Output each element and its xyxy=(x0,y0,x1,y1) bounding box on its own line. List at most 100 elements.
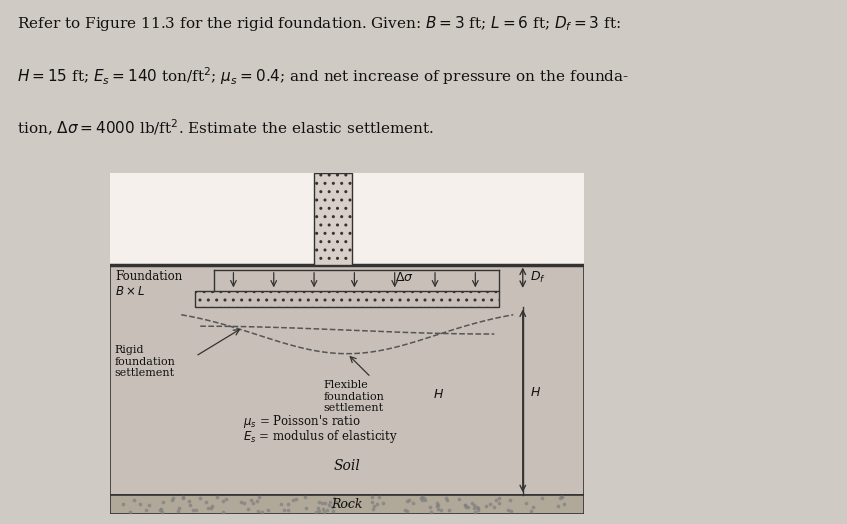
Point xyxy=(377,499,390,507)
Point xyxy=(216,508,230,516)
Point xyxy=(329,498,343,506)
Point xyxy=(282,505,296,514)
Point xyxy=(458,500,472,509)
Point xyxy=(431,500,445,509)
Point xyxy=(127,496,141,505)
Text: Rock: Rock xyxy=(331,498,363,511)
Point xyxy=(534,494,548,502)
Point xyxy=(165,496,179,505)
Text: $\Delta\sigma$: $\Delta\sigma$ xyxy=(395,271,413,284)
Point xyxy=(470,503,484,511)
Point xyxy=(398,506,412,515)
Point xyxy=(325,503,339,511)
Bar xyxy=(314,173,352,265)
Point xyxy=(316,505,329,514)
Text: Soil: Soil xyxy=(334,460,361,473)
Text: $D_f$: $D_f$ xyxy=(530,270,545,285)
Point xyxy=(430,501,444,510)
Point xyxy=(140,506,153,514)
Point xyxy=(461,503,474,511)
Point xyxy=(312,506,325,515)
Point xyxy=(290,495,303,504)
Point xyxy=(237,499,251,508)
Point xyxy=(415,496,429,504)
Point xyxy=(368,502,381,510)
Text: Rigid
foundation
settlement: Rigid foundation settlement xyxy=(115,345,175,378)
Point xyxy=(488,503,501,511)
Point xyxy=(142,500,156,509)
Point xyxy=(519,499,533,507)
Point xyxy=(167,494,180,502)
Point xyxy=(255,507,268,516)
Point xyxy=(252,493,266,501)
Point xyxy=(327,494,340,503)
Point xyxy=(116,500,130,508)
Point xyxy=(523,506,537,515)
Point xyxy=(261,506,274,514)
Point xyxy=(432,505,446,513)
Point xyxy=(157,498,170,506)
Text: Flexible
foundation
settlement: Flexible foundation settlement xyxy=(324,380,385,413)
Text: Refer to Figure 11.3 for the rigid foundation. Given: $B = 3$ ft; $L = 6$ ft; $D: Refer to Figure 11.3 for the rigid found… xyxy=(17,14,621,33)
Point xyxy=(365,493,379,501)
Point xyxy=(555,493,568,501)
Point xyxy=(246,499,260,507)
Point xyxy=(286,495,300,504)
Point xyxy=(322,501,335,509)
Point xyxy=(400,496,413,505)
Point xyxy=(554,493,567,501)
Point xyxy=(176,494,190,503)
Text: $\mu_s$ = Poisson's ratio: $\mu_s$ = Poisson's ratio xyxy=(243,413,361,430)
Point xyxy=(424,508,437,516)
Point xyxy=(503,495,517,504)
Point xyxy=(452,495,466,504)
Point xyxy=(468,504,481,512)
Text: $H$: $H$ xyxy=(433,388,444,401)
Point xyxy=(182,497,196,506)
Point xyxy=(318,499,331,507)
Point xyxy=(492,494,506,502)
Point xyxy=(430,499,444,507)
Point xyxy=(484,500,497,508)
Point xyxy=(219,495,233,504)
Point xyxy=(414,494,428,503)
Point xyxy=(418,494,431,503)
Point xyxy=(183,501,197,509)
Point xyxy=(501,506,515,515)
Bar xyxy=(110,495,584,514)
Point xyxy=(193,494,207,502)
Point xyxy=(372,493,385,501)
Point xyxy=(274,500,288,509)
Point xyxy=(492,499,506,508)
Point xyxy=(241,505,254,514)
Point xyxy=(471,506,484,514)
Point xyxy=(553,494,567,503)
Point xyxy=(367,505,380,514)
Point xyxy=(471,504,484,512)
Point xyxy=(216,497,230,505)
Point xyxy=(320,506,334,514)
Point xyxy=(459,503,473,511)
Point xyxy=(154,505,168,513)
Bar xyxy=(110,265,584,495)
Point xyxy=(527,503,540,511)
Point xyxy=(234,498,247,506)
Point xyxy=(299,504,313,512)
Text: Foundation
$B \times L$: Foundation $B \times L$ xyxy=(115,270,182,298)
Point xyxy=(313,498,326,506)
Point xyxy=(315,499,329,507)
Point xyxy=(468,500,481,509)
Point xyxy=(250,497,263,505)
Point xyxy=(341,500,355,508)
Point xyxy=(278,506,291,515)
Point xyxy=(244,495,257,504)
Point xyxy=(281,499,295,508)
Point xyxy=(327,506,340,515)
Point xyxy=(324,497,337,506)
Point xyxy=(490,496,503,504)
Text: $H$: $H$ xyxy=(530,387,541,399)
Bar xyxy=(196,291,499,307)
Point xyxy=(440,496,454,504)
Point xyxy=(424,503,437,511)
Point xyxy=(458,500,472,509)
